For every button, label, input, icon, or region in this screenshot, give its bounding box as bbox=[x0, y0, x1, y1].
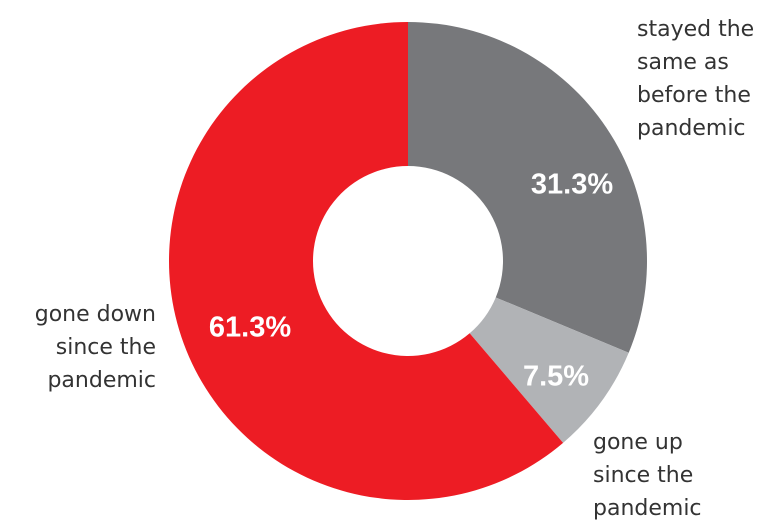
slice-value-label-gone-up: 7.5% bbox=[523, 361, 589, 393]
slice-value-label-stayed-the-same: 31.3% bbox=[531, 169, 613, 201]
slice-gone-down bbox=[168, 22, 564, 500]
slice-gone-up bbox=[469, 297, 629, 443]
slice-category-label-gone-up: gone up since the pandemic bbox=[593, 430, 702, 521]
slice-category-label-stayed-the-same: stayed the same as before the pandemic bbox=[637, 17, 754, 141]
slice-category-label-gone-down: gone down since the pandemic bbox=[35, 302, 156, 393]
slice-value-label-gone-down: 61.3% bbox=[209, 312, 291, 344]
slice-stayed-the-same bbox=[408, 22, 647, 353]
